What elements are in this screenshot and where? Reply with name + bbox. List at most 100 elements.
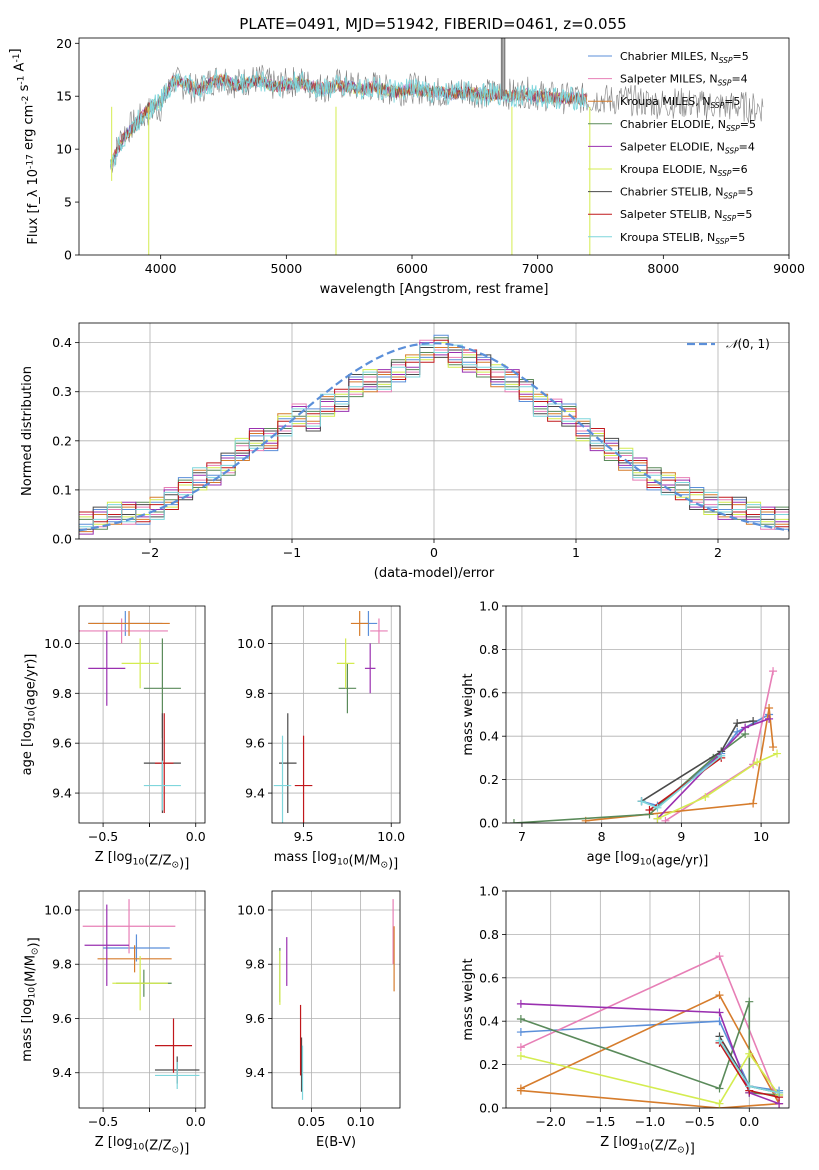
mass-weight-marker [661, 816, 670, 823]
errorbar-point [154, 1018, 193, 1073]
x-tick-label: −1 [283, 545, 301, 560]
axes-frame [78, 605, 206, 824]
errorbar-point [154, 1061, 200, 1090]
y-tick-label: 0.8 [479, 642, 499, 657]
legend-label: Salpeter MILES, NSSP=4 [620, 73, 748, 88]
mass-weight-marker [745, 997, 754, 1006]
errorbar-point [338, 663, 357, 714]
y-tick-label: 0.6 [479, 970, 499, 985]
mass-weight-marker [516, 1086, 525, 1095]
y-tick-label: 15 [56, 89, 72, 104]
x-tick-label: 6000 [396, 261, 428, 276]
y-tick-label: 0.1 [52, 482, 72, 497]
axes-frame [78, 37, 790, 256]
legend-label: Kroupa MILES, NSSP=5 [620, 95, 740, 110]
chart-age-vs-mass: 9.5 10.0 9.4 9.6 9.8 10.0 mass [log10(M/M⊙)] [237, 605, 405, 872]
ticks: 4000 5000 6000 7000 8000 9000 0 5 10 15 20 [56, 36, 805, 276]
chart-spectrum: Chabrier MILES, NSSP=5 Salpeter MILES, NS… [8, 36, 805, 297]
mass-weight-marker [769, 667, 778, 676]
errorbar-point [88, 610, 170, 636]
y-tick-label: 0.8 [479, 927, 499, 942]
y-tick-label: 9.4 [52, 1065, 72, 1080]
y-tick-label: 0 [64, 248, 72, 263]
x-tick-label: 8 [598, 829, 606, 844]
svg-text:Z [log10(Z/Z⊙)]: Z [log10(Z/Z⊙)] [600, 1135, 695, 1157]
errorbar-point [88, 630, 126, 706]
y-tick-label: 0.0 [479, 816, 499, 831]
y-tick-label: 9.8 [52, 686, 72, 701]
y-tick-label: 9.6 [52, 736, 72, 751]
ticks: −0.5 0.0 9.4 9.6 9.8 10.0 [44, 636, 206, 844]
axes-frame [505, 605, 790, 824]
mass-weight-marker [749, 799, 758, 808]
axes-frame [271, 605, 401, 824]
errorbar-point [364, 643, 376, 694]
mass-weight-marker [715, 1036, 724, 1045]
errorbar-point [273, 735, 292, 823]
x-tick-label: 9.5 [294, 829, 314, 844]
y-tick-label: 0.6 [479, 685, 499, 700]
chart-mass-weight-vs-Z: −2.0 −1.5 −1.0 −0.5 0.0 0.0 0.2 0.4 0.6 0.8 1.0 Z [… [461, 884, 790, 1157]
legend-label: Chabrier STELIB, NSSP=5 [620, 186, 754, 201]
errorbar-point [370, 618, 388, 644]
mass-weight-marker [516, 1043, 525, 1052]
mass-weight-series [657, 752, 778, 820]
y-tick-label: 9.6 [52, 1011, 72, 1026]
model-spectrum [110, 74, 588, 169]
ticks: 0.05 0.10 9.4 9.6 9.8 10.0 [237, 902, 374, 1129]
x-tick-label: 0.05 [297, 1114, 325, 1129]
mass-weight-marker [733, 719, 742, 728]
mass-weight-marker [773, 749, 782, 758]
gridlines [79, 891, 205, 1108]
svg-text:Normed distribution: Normed distribution [20, 366, 35, 496]
svg-text:Flux [f_λ 10-17 erg cm-2 s-1 A: Flux [f_λ 10-17 erg cm-2 s-1 A-1] [8, 48, 41, 244]
mass-weight-marker [717, 751, 726, 760]
mass-weight-marker [701, 792, 710, 801]
legend-label: 𝒩(0, 1) [726, 337, 770, 351]
x-tick-label: 0.0 [186, 829, 206, 844]
mass-weight-marker [516, 1015, 525, 1024]
svg-text:wavelength [Angstrom, rest fra: wavelength [Angstrom, rest frame] [320, 282, 549, 297]
x-tick-label: 9 [677, 829, 685, 844]
x-axis-label: wavelength [Angstrom, rest frame] [320, 282, 549, 297]
mass-weight-marker [645, 805, 654, 814]
gridlines [79, 606, 205, 823]
y-tick-label: 9.6 [245, 736, 265, 751]
mass-weight-marker [753, 758, 762, 767]
x-tick-label: 5000 [270, 261, 302, 276]
ticks: 9.5 10.0 9.4 9.6 9.8 10.0 [237, 636, 405, 844]
plot-area [509, 667, 782, 823]
errorbar-point [279, 713, 297, 814]
y-tick-label: 0.3 [52, 384, 72, 399]
y-tick-label: 9.4 [245, 1065, 265, 1080]
x-tick-label: 2 [714, 545, 722, 560]
mass-weight-marker [715, 1099, 724, 1108]
y-axis-label: age [log10(age/yr)] [20, 654, 38, 776]
legend: 𝒩(0, 1) [687, 337, 770, 351]
x-axis-label: Z [log10(Z/Z⊙)] [600, 1135, 695, 1157]
x-tick-label: −1.0 [635, 1114, 665, 1129]
y-axis-label: mass weight [461, 673, 476, 755]
x-axis-label: mass [log10(M/M⊙)] [274, 850, 398, 872]
axes-frame [271, 890, 401, 1109]
y-tick-label: 10.0 [237, 636, 265, 651]
y-tick-label: 9.4 [52, 786, 72, 801]
y-tick-label: 0.4 [479, 1014, 499, 1029]
x-tick-label: −2.0 [536, 1114, 566, 1129]
mass-weight-series [520, 1003, 780, 1105]
y-tick-label: 10 [56, 142, 72, 157]
errorbar-point [294, 735, 313, 823]
mass-weight-marker [516, 1028, 525, 1037]
y-axis-label: Flux [f_λ 10-17 erg cm-2 s-1 A-1] [8, 48, 41, 244]
legend-label: Salpeter STELIB, NSSP=5 [620, 208, 752, 223]
x-tick-label: 7 [518, 829, 526, 844]
svg-text:Z [log10(Z/Z⊙)]: Z [log10(Z/Z⊙)] [95, 850, 190, 872]
ticks: −2 −1 0 1 2 0.0 0.1 0.2 0.3 0.4 [52, 335, 722, 560]
y-tick-label: 5 [64, 195, 72, 210]
x-tick-label: 9000 [773, 261, 805, 276]
x-tick-label: 7000 [522, 261, 554, 276]
errorbar-point [82, 899, 176, 954]
x-tick-label: 0.0 [186, 1114, 206, 1129]
mass-weight-series [520, 1052, 780, 1105]
svg-text:age [log10(age/yr)]: age [log10(age/yr)] [587, 850, 709, 868]
